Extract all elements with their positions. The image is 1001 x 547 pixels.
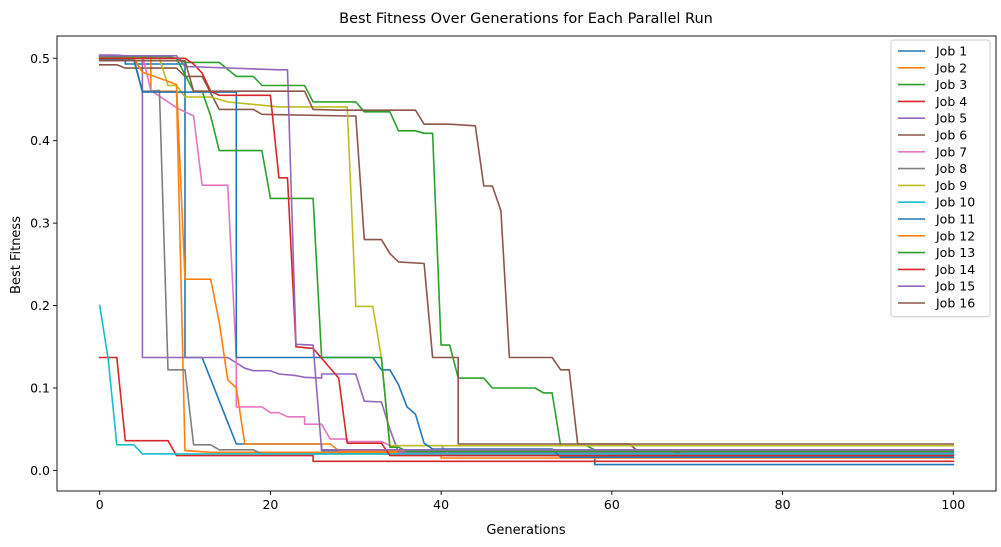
legend-label: Job 16	[935, 296, 975, 311]
legend-label: Job 14	[935, 262, 975, 277]
x-tick-label: 80	[775, 497, 791, 512]
y-tick-label: 0.4	[30, 133, 50, 148]
series-line-job-4	[98, 356, 955, 463]
series-line-job-13	[98, 55, 955, 453]
axes-frame	[56, 35, 997, 492]
x-tick-label: 60	[604, 497, 620, 512]
legend-label: Job 15	[935, 279, 975, 294]
y-tick-label: 0.0	[30, 463, 50, 478]
legend-label: Job 12	[935, 228, 975, 243]
x-tick-label: 40	[433, 497, 449, 512]
legend-label: Job 6	[935, 128, 967, 143]
series-lines	[98, 54, 955, 466]
legend-label: Job 8	[935, 161, 967, 176]
y-axis-label: Best Fitness	[9, 216, 24, 294]
legend-label: Job 4	[935, 94, 967, 109]
series-line-job-12	[98, 57, 955, 452]
series-line-job-10	[98, 304, 955, 455]
legend-label: Job 7	[935, 144, 967, 159]
legend-box	[890, 39, 991, 318]
legend-label: Job 5	[935, 111, 967, 126]
series-line-job-15	[98, 54, 955, 451]
series-line-job-14	[98, 57, 955, 457]
x-tick-label: 100	[941, 497, 965, 512]
y-tick-label: 0.2	[30, 298, 50, 313]
x-tick-label: 20	[262, 497, 278, 512]
x-tick-label: 0	[96, 497, 104, 512]
series-line-job-5	[98, 54, 955, 454]
y-tick-label: 0.1	[30, 380, 50, 395]
x-axis-label: Generations	[486, 523, 566, 538]
legend-label: Job 11	[935, 212, 975, 227]
series-line-job-9	[98, 57, 955, 447]
series-line-job-7	[98, 54, 955, 457]
legend-label: Job 1	[935, 44, 967, 59]
legend-label: Job 10	[935, 195, 975, 210]
chart-title: Best Fitness Over Generations for Each P…	[339, 11, 713, 27]
series-line-job-16	[98, 59, 955, 445]
legend-label: Job 9	[935, 178, 967, 193]
legend-label: Job 2	[935, 60, 967, 75]
y-tick-label: 0.3	[30, 216, 50, 231]
legend-label: Job 3	[935, 77, 967, 92]
y-tick-label: 0.5	[30, 51, 50, 66]
legend-label: Job 13	[935, 245, 975, 260]
